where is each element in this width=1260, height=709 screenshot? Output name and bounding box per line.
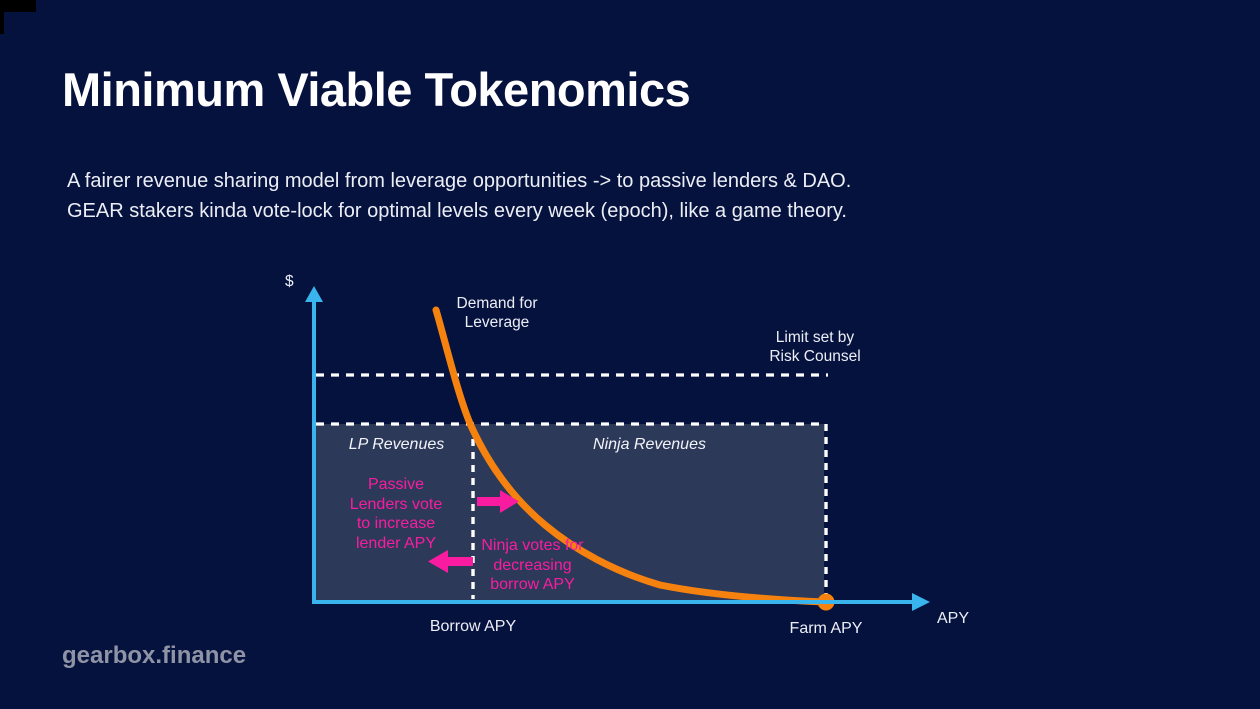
slide-subtitle: A fairer revenue sharing model from leve…	[67, 170, 852, 222]
slide-title: Minimum Viable Tokenomics	[62, 63, 691, 116]
corner-artifact-left	[0, 0, 4, 34]
risk-limit-label: Limit set by Risk Counsel	[769, 329, 861, 365]
footer-brand: gearbox.finance	[62, 642, 247, 669]
farm-apy-tick-label: Farm APY	[789, 620, 863, 637]
x-axis-label: APY	[937, 610, 970, 627]
increase-lender-apy-arrow-icon	[477, 490, 519, 513]
passive-lenders-note: Passive Lenders vote to increase lender …	[349, 476, 443, 552]
demand-curve	[432, 306, 828, 606]
y-axis-label: $	[285, 273, 294, 290]
corner-artifact-top	[0, 0, 36, 12]
ninja-votes-note: Ninja votes for decreasing borrow APY	[481, 537, 584, 593]
demand-curve-label: Demand for Leverage	[456, 295, 538, 331]
x-axis-arrowhead-icon	[912, 593, 930, 611]
lp-revenues-label: LP Revenues	[348, 436, 445, 453]
borrow-apy-tick-label: Borrow APY	[429, 618, 517, 635]
revenue-region-fill	[316, 424, 824, 601]
ninja-revenues-label: Ninja Revenues	[593, 436, 706, 453]
decrease-borrow-apy-arrow-icon	[428, 550, 473, 573]
y-axis-arrowhead-icon	[305, 286, 323, 302]
